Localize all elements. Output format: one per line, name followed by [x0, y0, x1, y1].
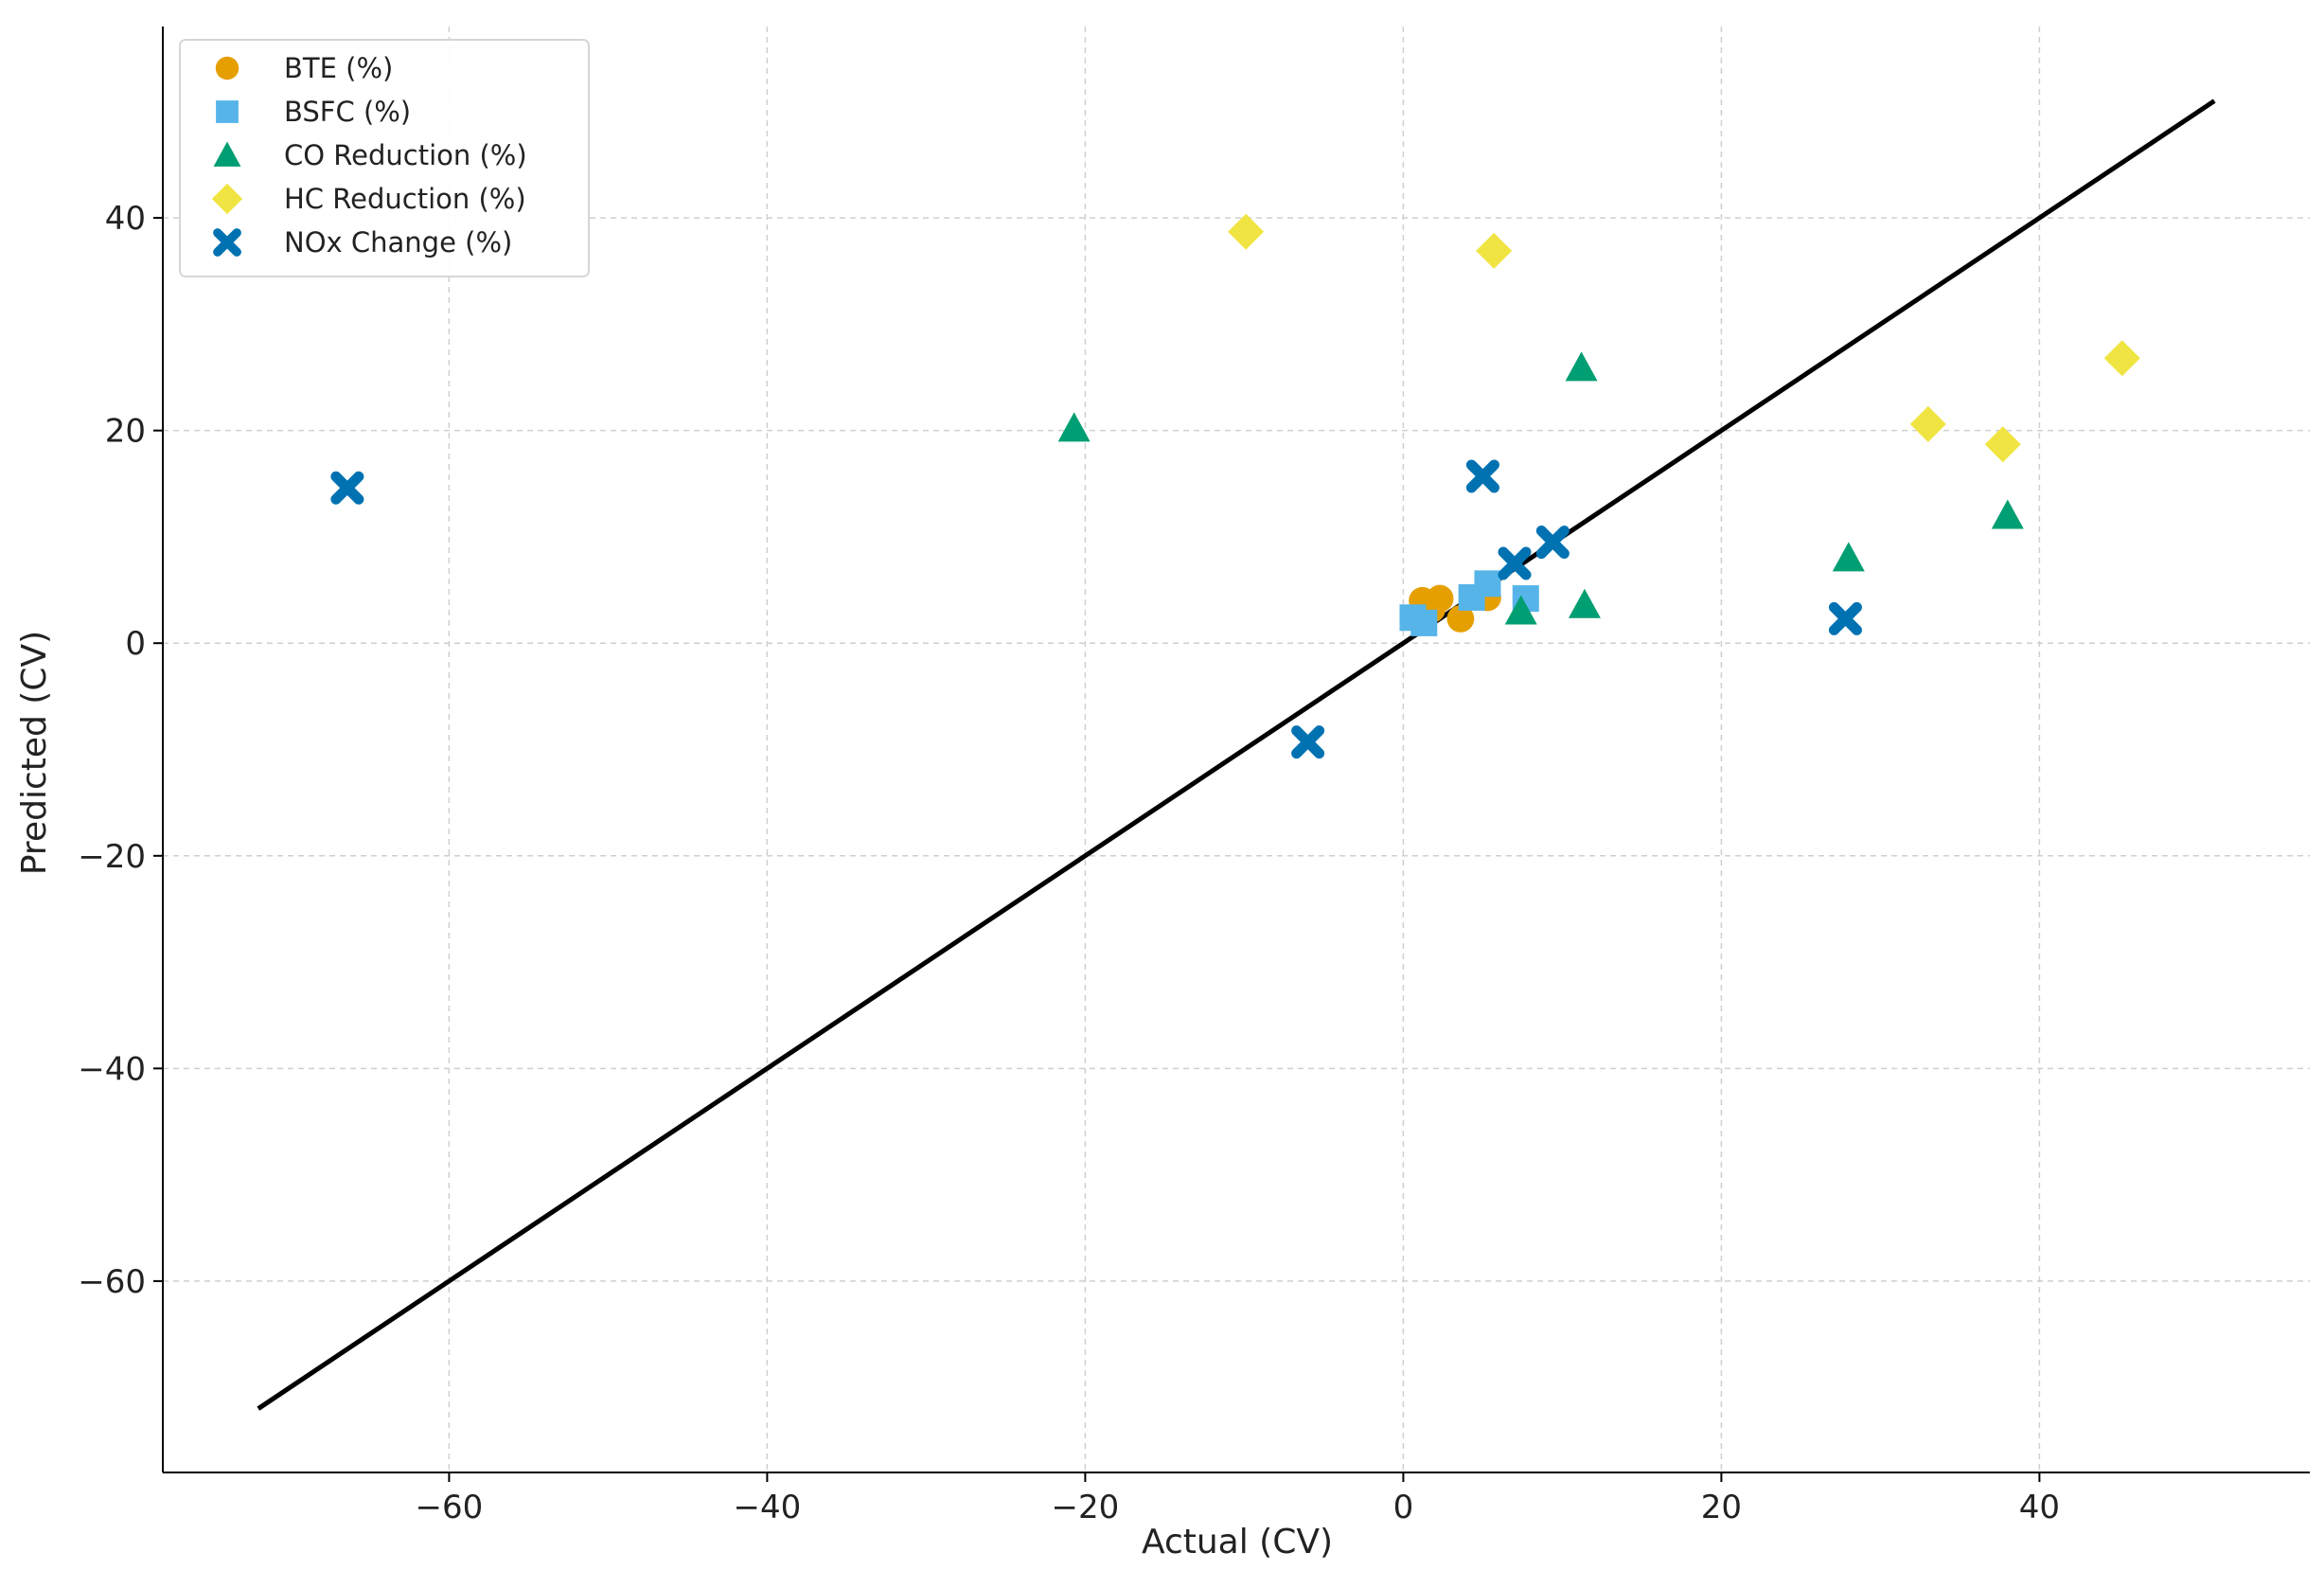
- legend-label: NOx Change (%): [284, 226, 512, 259]
- point-hc-reduction: [1476, 232, 1513, 269]
- x-tick-label: 40: [2019, 1489, 2060, 1526]
- point-co-reduction: [1504, 595, 1537, 625]
- point-co-reduction: [1832, 542, 1865, 572]
- x-tick-label: 0: [1393, 1489, 1414, 1526]
- legend-marker: [213, 228, 241, 257]
- point-hc-reduction: [1984, 426, 2021, 463]
- point-bte: [1426, 584, 1454, 613]
- legend-marker: [213, 141, 241, 167]
- point-hc-reduction: [2103, 340, 2140, 377]
- legend-label: BSFC (%): [284, 96, 411, 128]
- y-tick-label: −40: [78, 1050, 146, 1088]
- y-tick-label: −20: [78, 838, 146, 876]
- legend-label: BTE (%): [284, 52, 393, 84]
- data-markers: [330, 213, 2140, 759]
- legend-marker: [215, 56, 239, 80]
- y-tick-label: 0: [125, 625, 146, 663]
- point-co-reduction: [1057, 412, 1091, 442]
- x-axis-label: Actual (CV): [1142, 1523, 1333, 1561]
- legend-marker: [211, 183, 243, 215]
- y-tick-label: −60: [78, 1263, 146, 1301]
- legend-label: CO Reduction (%): [284, 139, 527, 171]
- reference-line-group: [257, 98, 2216, 1411]
- point-bte: [1446, 604, 1475, 633]
- grid: [163, 27, 2310, 1472]
- x-tick-label: −20: [1052, 1489, 1120, 1526]
- x-tick-label: 20: [1701, 1489, 1742, 1526]
- point-hc-reduction: [1909, 405, 1946, 442]
- point-co-reduction: [1568, 588, 1601, 618]
- point-bsfc: [1474, 570, 1501, 598]
- legend-label: HC Reduction (%): [284, 183, 526, 215]
- y-axis-label: Predicted (CV): [15, 631, 54, 875]
- point-nox-change: [1498, 546, 1532, 580]
- point-co-reduction: [1565, 351, 1598, 382]
- legend-box: [179, 39, 590, 277]
- legend: BTE (%) BSFC (%) CO Reduction (%) HC Reduct…: [179, 39, 590, 277]
- x-tick-label: −60: [416, 1489, 484, 1526]
- point-nox-change: [1291, 725, 1325, 759]
- point-nox-change: [1465, 459, 1499, 493]
- point-nox-change: [330, 471, 364, 505]
- point-bsfc: [1410, 609, 1438, 636]
- point-nox-change: [1535, 526, 1570, 560]
- axes: −60 −40 −20 0 20 40 −60 −40 −20 0 20 40: [78, 27, 2310, 1526]
- x-tick-label: −40: [734, 1489, 802, 1526]
- legend-marker: [216, 100, 239, 123]
- y-tick-label: 20: [105, 413, 146, 451]
- point-co-reduction: [1991, 499, 2024, 529]
- point-hc-reduction: [1228, 213, 1265, 250]
- y-tick-label: 40: [105, 200, 146, 238]
- point-nox-change: [1828, 601, 1862, 635]
- reference-line: [257, 98, 2216, 1411]
